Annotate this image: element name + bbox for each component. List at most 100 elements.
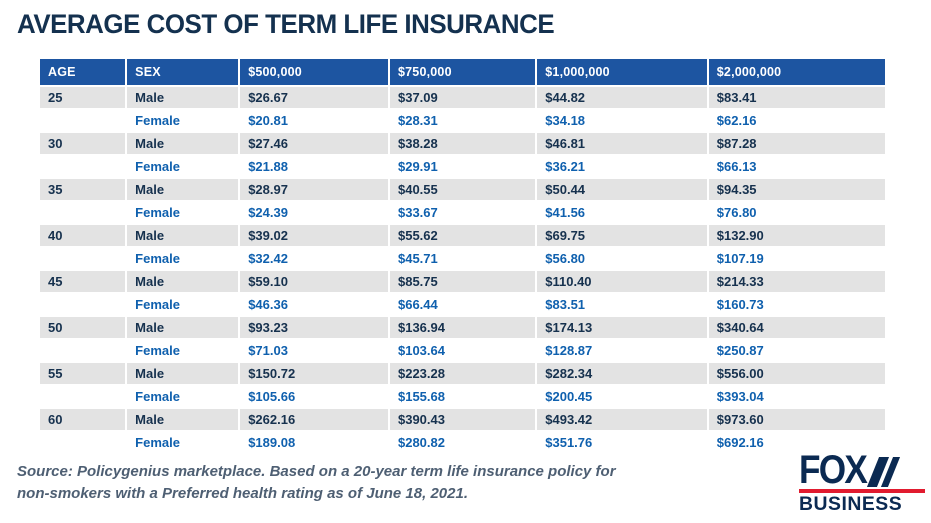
price-cell-1m: $69.75	[537, 225, 707, 246]
sex-cell: Female	[127, 156, 239, 177]
price-cell-2m: $973.60	[708, 409, 885, 430]
price-cell-1m: $36.21	[537, 156, 707, 177]
table-row: Female $24.39 $33.67 $41.56 $76.80	[40, 202, 885, 223]
price-cell-500k: $39.02	[240, 225, 388, 246]
price-cell-2m: $94.35	[708, 179, 885, 200]
age-cell: 40	[40, 225, 126, 246]
table-row: 35 Male $28.97 $40.55 $50.44 $94.35	[40, 179, 885, 200]
price-cell-2m: $160.73	[708, 294, 885, 315]
table-header-row: AGE SEX $500,000 $750,000 $1,000,000 $2,…	[40, 59, 885, 85]
sex-cell: Female	[127, 340, 239, 361]
price-cell-750k: $37.09	[389, 87, 536, 108]
age-cell: 30	[40, 133, 126, 154]
table-row: Female $71.03 $103.64 $128.87 $250.87	[40, 340, 885, 361]
column-header-500k: $500,000	[240, 59, 388, 85]
sex-cell: Male	[127, 179, 239, 200]
price-cell-1m: $282.34	[537, 363, 707, 384]
table-row: 50 Male $93.23 $136.94 $174.13 $340.64	[40, 317, 885, 338]
insurance-table-body: 25 Male $26.67 $37.09 $44.82 $83.41 Female $20.…	[40, 87, 885, 453]
price-cell-1m: $50.44	[537, 179, 707, 200]
price-cell-500k: $59.10	[240, 271, 388, 292]
price-cell-750k: $280.82	[389, 432, 536, 453]
price-cell-500k: $150.72	[240, 363, 388, 384]
age-cell	[40, 294, 126, 315]
table-row: 45 Male $59.10 $85.75 $110.40 $214.33	[40, 271, 885, 292]
table-row: Female $21.88 $29.91 $36.21 $66.13	[40, 156, 885, 177]
sex-cell: Female	[127, 432, 239, 453]
price-cell-750k: $66.44	[389, 294, 536, 315]
age-cell	[40, 386, 126, 407]
sex-cell: Female	[127, 386, 239, 407]
price-cell-500k: $27.46	[240, 133, 388, 154]
price-cell-500k: $24.39	[240, 202, 388, 223]
business-logo-text: BUSINESS	[799, 494, 903, 515]
price-cell-750k: $38.28	[389, 133, 536, 154]
sex-cell: Male	[127, 317, 239, 338]
sex-cell: Female	[127, 202, 239, 223]
price-cell-1m: $83.51	[537, 294, 707, 315]
column-header-age: AGE	[40, 59, 126, 85]
price-cell-2m: $556.00	[708, 363, 885, 384]
price-cell-2m: $393.04	[708, 386, 885, 407]
price-cell-500k: $32.42	[240, 248, 388, 269]
price-cell-750k: $33.67	[389, 202, 536, 223]
price-cell-2m: $87.28	[708, 133, 885, 154]
searchlight-icon	[867, 457, 901, 487]
price-cell-2m: $76.80	[708, 202, 885, 223]
age-cell	[40, 110, 126, 131]
age-cell	[40, 432, 126, 453]
age-cell: 55	[40, 363, 126, 384]
sex-cell: Male	[127, 225, 239, 246]
price-cell-500k: $105.66	[240, 386, 388, 407]
insurance-cost-table: AGE SEX $500,000 $750,000 $1,000,000 $2,…	[38, 57, 887, 455]
table-row: Female $32.42 $45.71 $56.80 $107.19	[40, 248, 885, 269]
price-cell-750k: $55.62	[389, 225, 536, 246]
price-cell-1m: $46.81	[537, 133, 707, 154]
column-header-2m: $2,000,000	[708, 59, 885, 85]
table-row: Female $20.81 $28.31 $34.18 $62.16	[40, 110, 885, 131]
price-cell-750k: $85.75	[389, 271, 536, 292]
table-row: Female $105.66 $155.68 $200.45 $393.04	[40, 386, 885, 407]
column-header-1m: $1,000,000	[537, 59, 707, 85]
column-header-sex: SEX	[127, 59, 239, 85]
price-cell-1m: $351.76	[537, 432, 707, 453]
price-cell-1m: $110.40	[537, 271, 707, 292]
price-cell-2m: $692.16	[708, 432, 885, 453]
price-cell-2m: $107.19	[708, 248, 885, 269]
price-cell-1m: $34.18	[537, 110, 707, 131]
price-cell-500k: $262.16	[240, 409, 388, 430]
price-cell-750k: $103.64	[389, 340, 536, 361]
price-cell-750k: $155.68	[389, 386, 536, 407]
price-cell-750k: $29.91	[389, 156, 536, 177]
age-cell	[40, 156, 126, 177]
price-cell-750k: $136.94	[389, 317, 536, 338]
table-row: 25 Male $26.67 $37.09 $44.82 $83.41	[40, 87, 885, 108]
table-row: 55 Male $150.72 $223.28 $282.34 $556.00	[40, 363, 885, 384]
fox-logo-top: FOX	[799, 450, 925, 490]
table-row: 40 Male $39.02 $55.62 $69.75 $132.90	[40, 225, 885, 246]
price-cell-1m: $56.80	[537, 248, 707, 269]
price-cell-750k: $28.31	[389, 110, 536, 131]
sex-cell: Male	[127, 133, 239, 154]
price-cell-500k: $93.23	[240, 317, 388, 338]
sex-cell: Female	[127, 248, 239, 269]
table-row: Female $46.36 $66.44 $83.51 $160.73	[40, 294, 885, 315]
price-cell-500k: $189.08	[240, 432, 388, 453]
price-cell-1m: $128.87	[537, 340, 707, 361]
sex-cell: Male	[127, 409, 239, 430]
age-cell: 25	[40, 87, 126, 108]
price-cell-2m: $62.16	[708, 110, 885, 131]
price-cell-500k: $28.97	[240, 179, 388, 200]
sex-cell: Male	[127, 87, 239, 108]
price-cell-500k: $20.81	[240, 110, 388, 131]
table-row: Female $189.08 $280.82 $351.76 $692.16	[40, 432, 885, 453]
price-cell-1m: $174.13	[537, 317, 707, 338]
price-cell-2m: $132.90	[708, 225, 885, 246]
age-cell: 35	[40, 179, 126, 200]
age-cell: 45	[40, 271, 126, 292]
logo-red-divider	[799, 489, 925, 493]
age-cell	[40, 340, 126, 361]
column-header-750k: $750,000	[389, 59, 536, 85]
age-cell: 60	[40, 409, 126, 430]
